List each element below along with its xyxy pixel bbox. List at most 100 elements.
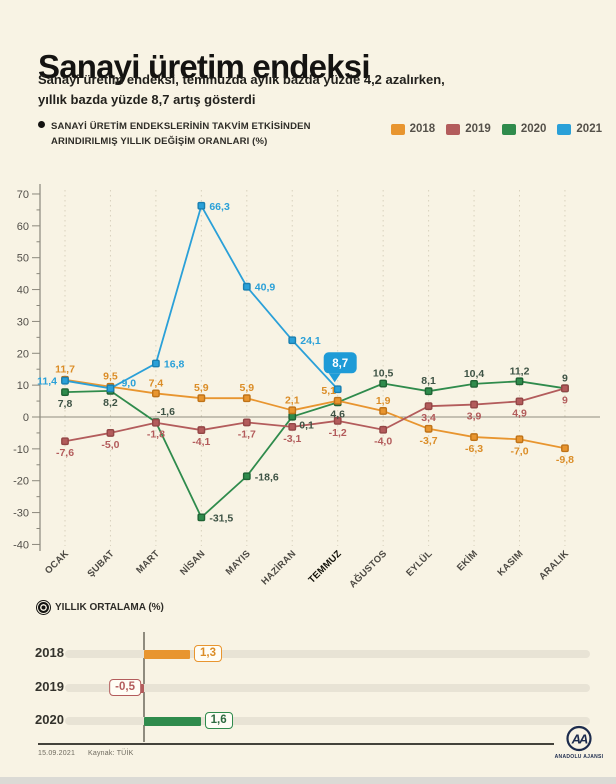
- chart-title-note: SANAYİ ÜRETİM ENDEKSLERİNİN TAKVİM ETKİS…: [38, 120, 311, 149]
- x-tick-label-OCAK: OCAK: [43, 548, 71, 576]
- data-point-2019-HAZİRAN: [288, 422, 297, 431]
- data-point-2021-NİSAN: [197, 201, 206, 210]
- y-tick-label: 40: [17, 285, 29, 297]
- data-point-2019-MAYIS: [242, 418, 251, 427]
- data-point-2021-MAYIS: [242, 282, 251, 291]
- point-label-2020-ŞUBAT: 8,2: [103, 397, 118, 409]
- chart-legend: 2018 2019 2020 2021: [390, 123, 602, 135]
- series-2020: [61, 377, 569, 522]
- data-point-2019-NİSAN: [197, 426, 206, 434]
- point-label-2020-NİSAN: -31,5: [209, 512, 233, 524]
- legend-swatch-icon: [390, 123, 405, 135]
- point-label-2019-NİSAN: -4,1: [192, 436, 210, 448]
- point-label-2018-EYLÜL: -3,7: [420, 435, 438, 447]
- series-2021: [61, 201, 342, 394]
- legend-label: 2021: [576, 123, 602, 135]
- page-title: Sanayi üretim endeksi: [38, 48, 370, 86]
- avg-value-badge-2018: 1,3: [194, 645, 223, 662]
- x-tick-label-AĞUSTOS: AĞUSTOS: [347, 548, 390, 591]
- avg-track-2019: [65, 684, 590, 692]
- legend-swatch-icon: [446, 123, 461, 135]
- agency-name: ANADOLU AJANSI: [554, 754, 604, 760]
- data-point-2018-NİSAN: [197, 394, 206, 403]
- x-tick-label-KASIM: KASIM: [495, 548, 525, 578]
- highlight-callout: 8,7: [323, 352, 357, 383]
- footer-date: 15.09.2021: [38, 750, 76, 757]
- point-label-2019-KASIM: 4,9: [512, 407, 527, 419]
- data-point-2018-EYLÜL: [424, 424, 433, 433]
- point-label-2021-MAYIS: 40,9: [255, 282, 276, 294]
- data-point-2020-KASIM: [515, 377, 524, 386]
- data-point-2021-ŞUBAT: [106, 384, 115, 393]
- point-label-2019-ARALIK: 9: [562, 394, 568, 406]
- avg-track-2018: [65, 650, 590, 658]
- point-label-2018-MAYIS: 5,9: [239, 382, 254, 394]
- y-tick-label: -40: [13, 539, 29, 551]
- y-tick-label: -10: [13, 444, 29, 456]
- data-point-2020-AĞUSTOS: [379, 379, 388, 388]
- point-label-2018-HAZİRAN: 2,1: [285, 394, 300, 406]
- legend-label: 2020: [520, 123, 547, 135]
- data-point-2019-OCAK: [61, 437, 69, 446]
- point-label-2018-EKİM: -6,3: [465, 443, 483, 455]
- x-tick-label-EYLÜL: EYLÜL: [404, 548, 435, 579]
- y-tick-label: 0: [23, 412, 29, 424]
- data-point-2021-HAZİRAN: [288, 336, 297, 345]
- avg-value-badge-2020: 1,6: [204, 712, 233, 729]
- data-point-2021-MART: [151, 359, 160, 368]
- data-point-2019-KASIM: [515, 397, 524, 406]
- subtitle-line-2: yıllık bazda yüzde 8,7 artış gösterdi: [38, 91, 256, 107]
- callout-box: [323, 352, 357, 374]
- subtitle-line-1: Sanayi üretim endeksi, temmuzda aylık ba…: [38, 72, 445, 87]
- data-point-2018-KASIM: [515, 435, 524, 444]
- avg-year-label-2018: 2018: [35, 645, 64, 660]
- x-tick-label-ARALIK: ARALIK: [537, 548, 571, 582]
- y-tick-label: 50: [17, 253, 29, 265]
- data-point-2020-MAYIS: [242, 472, 251, 481]
- y-tick-label: 30: [17, 316, 29, 328]
- point-label-2019-HAZİRAN: -3,1: [283, 433, 301, 445]
- data-point-2020-HAZİRAN: [288, 412, 297, 421]
- series-line: [64, 380, 566, 519]
- data-point-2019-ŞUBAT: [106, 429, 115, 437]
- legend-item-2020: 2020: [501, 123, 547, 135]
- data-point-2019-EYLÜL: [424, 402, 433, 411]
- line-chart: -40 -30 -20 -10 0 10 20 30 40 50 60 70 OCAK ŞUBAT MART…: [0, 170, 616, 602]
- legend-item-2021: 2021: [557, 123, 602, 135]
- point-label-2019-EKİM: 3,9: [467, 411, 482, 423]
- avg-bar-2020: [144, 716, 201, 726]
- averages-baseline: [143, 632, 145, 742]
- data-point-2019-ARALIK: [561, 384, 569, 393]
- avg-year-label-2019: 2019: [35, 679, 64, 694]
- point-label-2021-ŞUBAT: 9,0: [121, 377, 136, 389]
- series-line: [64, 387, 566, 443]
- point-label-2019-MAYIS: -1,7: [238, 428, 256, 440]
- point-label-2018-MART: 7,4: [149, 377, 164, 389]
- point-label-2019-MART: -1,8: [147, 429, 165, 441]
- footer-source: Kaynak: TÜİK: [88, 750, 134, 757]
- x-tick-label-ŞUBAT: ŞUBAT: [85, 548, 116, 579]
- y-tick-label: 20: [17, 348, 29, 360]
- point-label-2020-KASIM: 11,2: [510, 365, 530, 377]
- avg-value-badge-2019: -0,5: [109, 679, 141, 696]
- point-label-2018-KASIM: -7,0: [510, 445, 528, 457]
- chart-svg: -40 -30 -20 -10 0 10 20 30 40 50 60 70 OCAK ŞUBAT MART…: [13, 184, 600, 591]
- point-label-2020-OCAK: 7,8: [58, 398, 73, 410]
- y-tick-label: -30: [13, 508, 29, 520]
- avg-year-label-2020: 2020: [35, 712, 64, 727]
- bullet-icon: [38, 121, 45, 128]
- data-point-2018-ARALIK: [561, 444, 569, 453]
- series-2019: [61, 384, 569, 446]
- data-point-2018-TEMMUZ: [333, 396, 342, 405]
- data-point-2019-MART: [151, 418, 160, 427]
- point-label-2021-MART: 16,8: [164, 358, 185, 370]
- point-label-2018-OCAK: 11,7: [55, 364, 75, 376]
- legend-label: 2018: [409, 123, 436, 135]
- target-bullet-icon: [36, 600, 51, 615]
- point-label-2019-TEMMUZ: -1,2: [329, 427, 347, 439]
- point-label-2020-TEMMUZ: 4,6: [330, 408, 345, 420]
- data-point-2018-MART: [151, 389, 160, 398]
- point-label-2021-NİSAN: 66,3: [209, 201, 230, 213]
- aa-logo-text: AA: [571, 732, 588, 747]
